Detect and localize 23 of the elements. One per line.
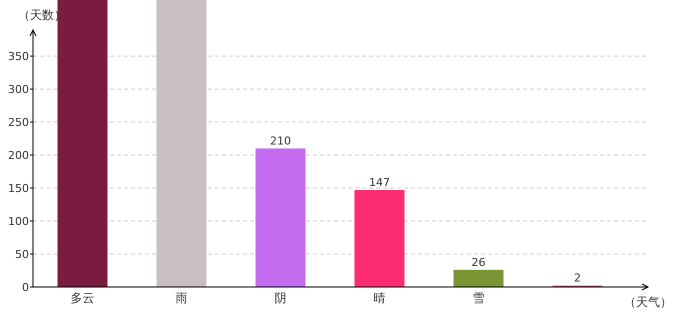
y-tick-label: 350	[8, 50, 29, 64]
bar	[58, 0, 108, 287]
x-axis-title: （天气）	[624, 295, 672, 309]
y-tick-label: 50	[15, 248, 29, 262]
bar	[354, 190, 404, 287]
y-tick-label: 150	[8, 182, 29, 196]
y-tick-label: 200	[8, 149, 29, 162]
data-label: 2	[574, 272, 581, 285]
x-tick-label: 雪	[472, 291, 484, 305]
y-tick-label: 100	[8, 215, 29, 228]
bar	[256, 148, 306, 287]
x-tick-label: 雨	[176, 291, 188, 305]
y-tick-label: 250	[8, 116, 29, 130]
x-tick-label: 晴	[374, 291, 386, 305]
x-tick-label: 阴	[274, 291, 286, 305]
y-tick-label: 300	[8, 83, 29, 96]
data-label: 26	[472, 256, 486, 269]
x-tick-label: 多云	[70, 291, 94, 305]
bar	[156, 0, 206, 287]
bar	[454, 270, 504, 287]
y-tick-label: 0	[22, 281, 29, 294]
data-label: 147	[369, 176, 390, 190]
data-label: 210	[270, 134, 291, 148]
